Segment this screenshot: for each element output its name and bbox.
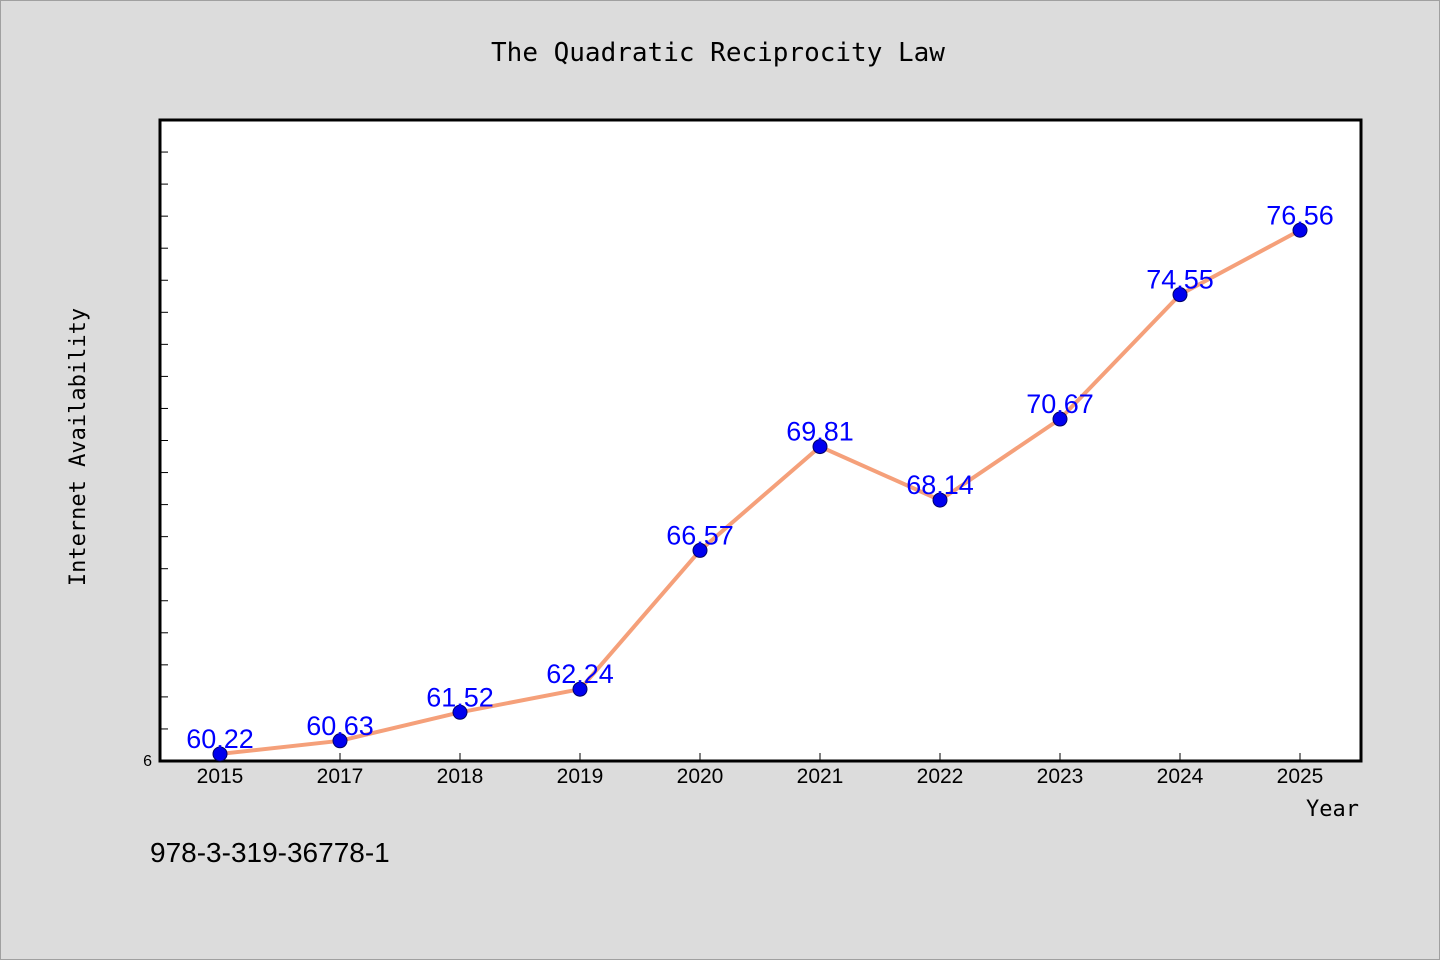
x-tick-label: 2022 <box>917 765 964 788</box>
data-label-layer: 60.22 60.63 61.52 62.24 66.57 69.81 68.14 70.67… <box>186 200 1334 754</box>
marker-layer <box>212 222 1308 762</box>
data-point <box>212 746 228 762</box>
x-tick-label: 2025 <box>1277 765 1324 788</box>
data-point <box>572 681 588 697</box>
data-label: 61.52 <box>426 682 494 712</box>
chart-title: The Quadratic Reciprocity Law <box>491 38 945 68</box>
series-line <box>219 228 1301 756</box>
data-point <box>452 704 468 720</box>
x-tick-label: 2023 <box>1037 765 1084 788</box>
data-point <box>1292 222 1308 238</box>
x-axis-title: Year <box>1306 797 1359 822</box>
x-axis-ticks: 2015 2017 2018 2019 2020 2021 2022 2023 2024 2025 <box>197 753 1324 788</box>
data-label: 60.63 <box>306 711 374 741</box>
x-tick-label: 2021 <box>797 765 844 788</box>
series-layer <box>219 228 1301 756</box>
data-point <box>332 733 348 749</box>
x-tick-label: 2015 <box>197 765 244 788</box>
plot-area <box>158 118 1363 763</box>
data-point <box>812 439 828 455</box>
x-tick-label: 2018 <box>437 765 484 788</box>
data-label: 70.67 <box>1026 389 1094 419</box>
x-tick-label: 2020 <box>677 765 724 788</box>
x-tick-label: 2019 <box>557 765 604 788</box>
data-point <box>1052 411 1068 427</box>
y-tick-label: 6 <box>143 753 152 770</box>
data-point <box>692 542 708 558</box>
x-tick-label: 2017 <box>317 765 364 788</box>
data-point <box>1172 287 1188 303</box>
data-point <box>932 492 948 508</box>
x-tick-label: 2024 <box>1157 765 1204 788</box>
footer-code: 978-3-319-36778-1 <box>150 837 390 868</box>
data-label: 68.14 <box>906 470 974 500</box>
data-label: 76.56 <box>1266 200 1334 230</box>
data-label: 60.22 <box>186 724 254 754</box>
data-label: 69.81 <box>786 417 854 447</box>
y-axis-ticks <box>160 119 168 762</box>
data-label: 62.24 <box>546 659 614 689</box>
y-axis-title: Internet Availability <box>66 308 91 586</box>
data-label: 66.57 <box>666 520 734 550</box>
data-label: 74.55 <box>1146 265 1214 295</box>
